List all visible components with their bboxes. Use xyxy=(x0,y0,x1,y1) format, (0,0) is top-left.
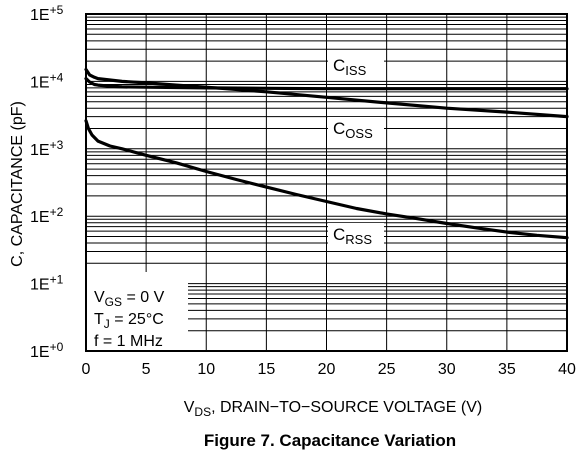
series-labels: CISS COSS CRSS xyxy=(328,54,384,247)
tick-labels: 0 5 10 15 20 25 30 35 40 1E+0 1E+1 1E+2 1E+3 1E+4 1E+5 xyxy=(30,3,576,378)
y-tick-label: 1E+1 xyxy=(30,273,64,294)
y-axis-label: C, CAPACITANCE (pF) xyxy=(9,101,26,267)
plot-frame xyxy=(85,13,568,352)
x-tick-label: 40 xyxy=(558,361,576,378)
conditions-background xyxy=(87,272,188,350)
x-axis-label: VDS, DRAIN−TO−SOURCE VOLTAGE (V) xyxy=(184,399,483,419)
x-tick-label: 20 xyxy=(318,361,336,378)
series-label-bg xyxy=(328,117,384,141)
series-label-c-rss: CRSS xyxy=(333,225,372,247)
series-label-c-oss: COSS xyxy=(333,119,373,141)
series-label-c-iss: CISS xyxy=(333,56,367,78)
x-tick-label: 30 xyxy=(438,361,456,378)
test-conditions-box: VGS = 0 VTJ = 25°C f = 1 MHz xyxy=(87,272,188,350)
x-tick-label: 5 xyxy=(142,361,151,378)
x-tick-label: 35 xyxy=(498,361,516,378)
y-tick-label: 1E+3 xyxy=(30,138,64,159)
series-lines xyxy=(84,67,569,240)
series-label-bg xyxy=(328,223,384,247)
condition-line: f = 1 MHz xyxy=(94,333,163,350)
y-tick-label: 1E+2 xyxy=(30,205,64,226)
figure-title: Figure 7. Capacitance Variation xyxy=(204,431,456,450)
y-tick-label: 1E+5 xyxy=(30,3,64,24)
series-line-c-iss xyxy=(84,67,569,119)
y-tick-label: 1E+4 xyxy=(30,70,64,91)
series-label-bg xyxy=(328,54,384,78)
series-line-c-oss xyxy=(84,76,569,91)
x-tick-label: 10 xyxy=(197,361,215,378)
x-tick-label: 0 xyxy=(82,361,91,378)
x-tick-label: 25 xyxy=(378,361,396,378)
condition-line: TJ = 25°C xyxy=(94,311,164,331)
y-tick-label: 1E+0 xyxy=(30,340,64,361)
series-line-c-rss xyxy=(84,119,569,240)
condition-line: VGS = 0 V xyxy=(94,289,165,309)
x-tick-label: 15 xyxy=(257,361,275,378)
